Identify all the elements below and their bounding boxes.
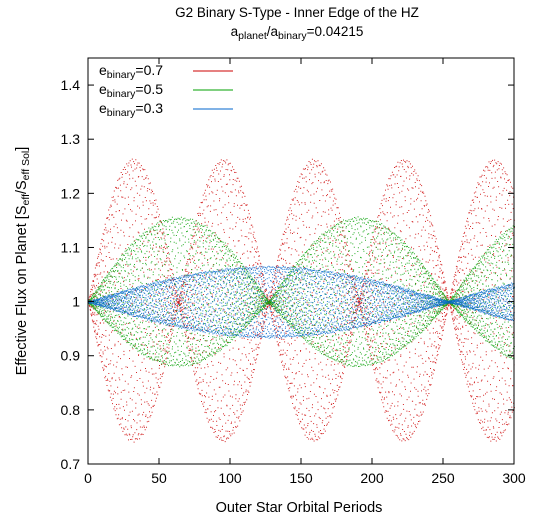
y-axis: 0.7 0.8 0.9 1 1.1 1.2 1.3 1.4 bbox=[61, 77, 514, 472]
y-tick-label: 0.7 bbox=[61, 456, 81, 472]
y-tick-label: 1 bbox=[72, 294, 80, 310]
series-points-1 bbox=[88, 216, 515, 368]
legend-label-1: ebinary=0.5 bbox=[99, 81, 163, 100]
x-axis: 0 50 100 150 200 250 300 bbox=[84, 58, 526, 486]
plot-frame bbox=[87, 57, 515, 465]
x-tick-label: 100 bbox=[218, 470, 242, 486]
data-points-layer bbox=[88, 158, 515, 443]
x-tick-label: 50 bbox=[151, 470, 167, 486]
series-points-2 bbox=[88, 265, 515, 339]
legend: ebinary=0.7 ebinary=0.5 ebinary=0.3 bbox=[99, 62, 233, 119]
legend-label-0: ebinary=0.7 bbox=[99, 62, 163, 81]
y-tick-label: 1.1 bbox=[61, 239, 81, 255]
x-tick-label: 200 bbox=[360, 470, 384, 486]
x-tick-label: 150 bbox=[289, 470, 313, 486]
x-tick-label: 250 bbox=[431, 470, 455, 486]
x-tick-label: 300 bbox=[502, 470, 526, 486]
legend-label-2: ebinary=0.3 bbox=[99, 100, 163, 119]
x-tick-label: 0 bbox=[84, 470, 92, 486]
y-tick-label: 1.2 bbox=[61, 185, 81, 201]
chart-title: G2 Binary S-Type - Inner Edge of the HZ bbox=[175, 5, 419, 20]
y-tick-label: 0.9 bbox=[61, 348, 81, 364]
y-tick-label: 1.3 bbox=[61, 131, 81, 147]
y-tick-label: 0.8 bbox=[61, 402, 81, 418]
x-axis-title: Outer Star Orbital Periods bbox=[216, 500, 383, 516]
chart-subtitle: aplanet/abinary=0.04215 bbox=[231, 24, 364, 42]
y-tick-label: 1.4 bbox=[61, 77, 81, 93]
y-axis-title: Effective Flux on Planet [Seff/Seff Sol] bbox=[14, 147, 32, 376]
